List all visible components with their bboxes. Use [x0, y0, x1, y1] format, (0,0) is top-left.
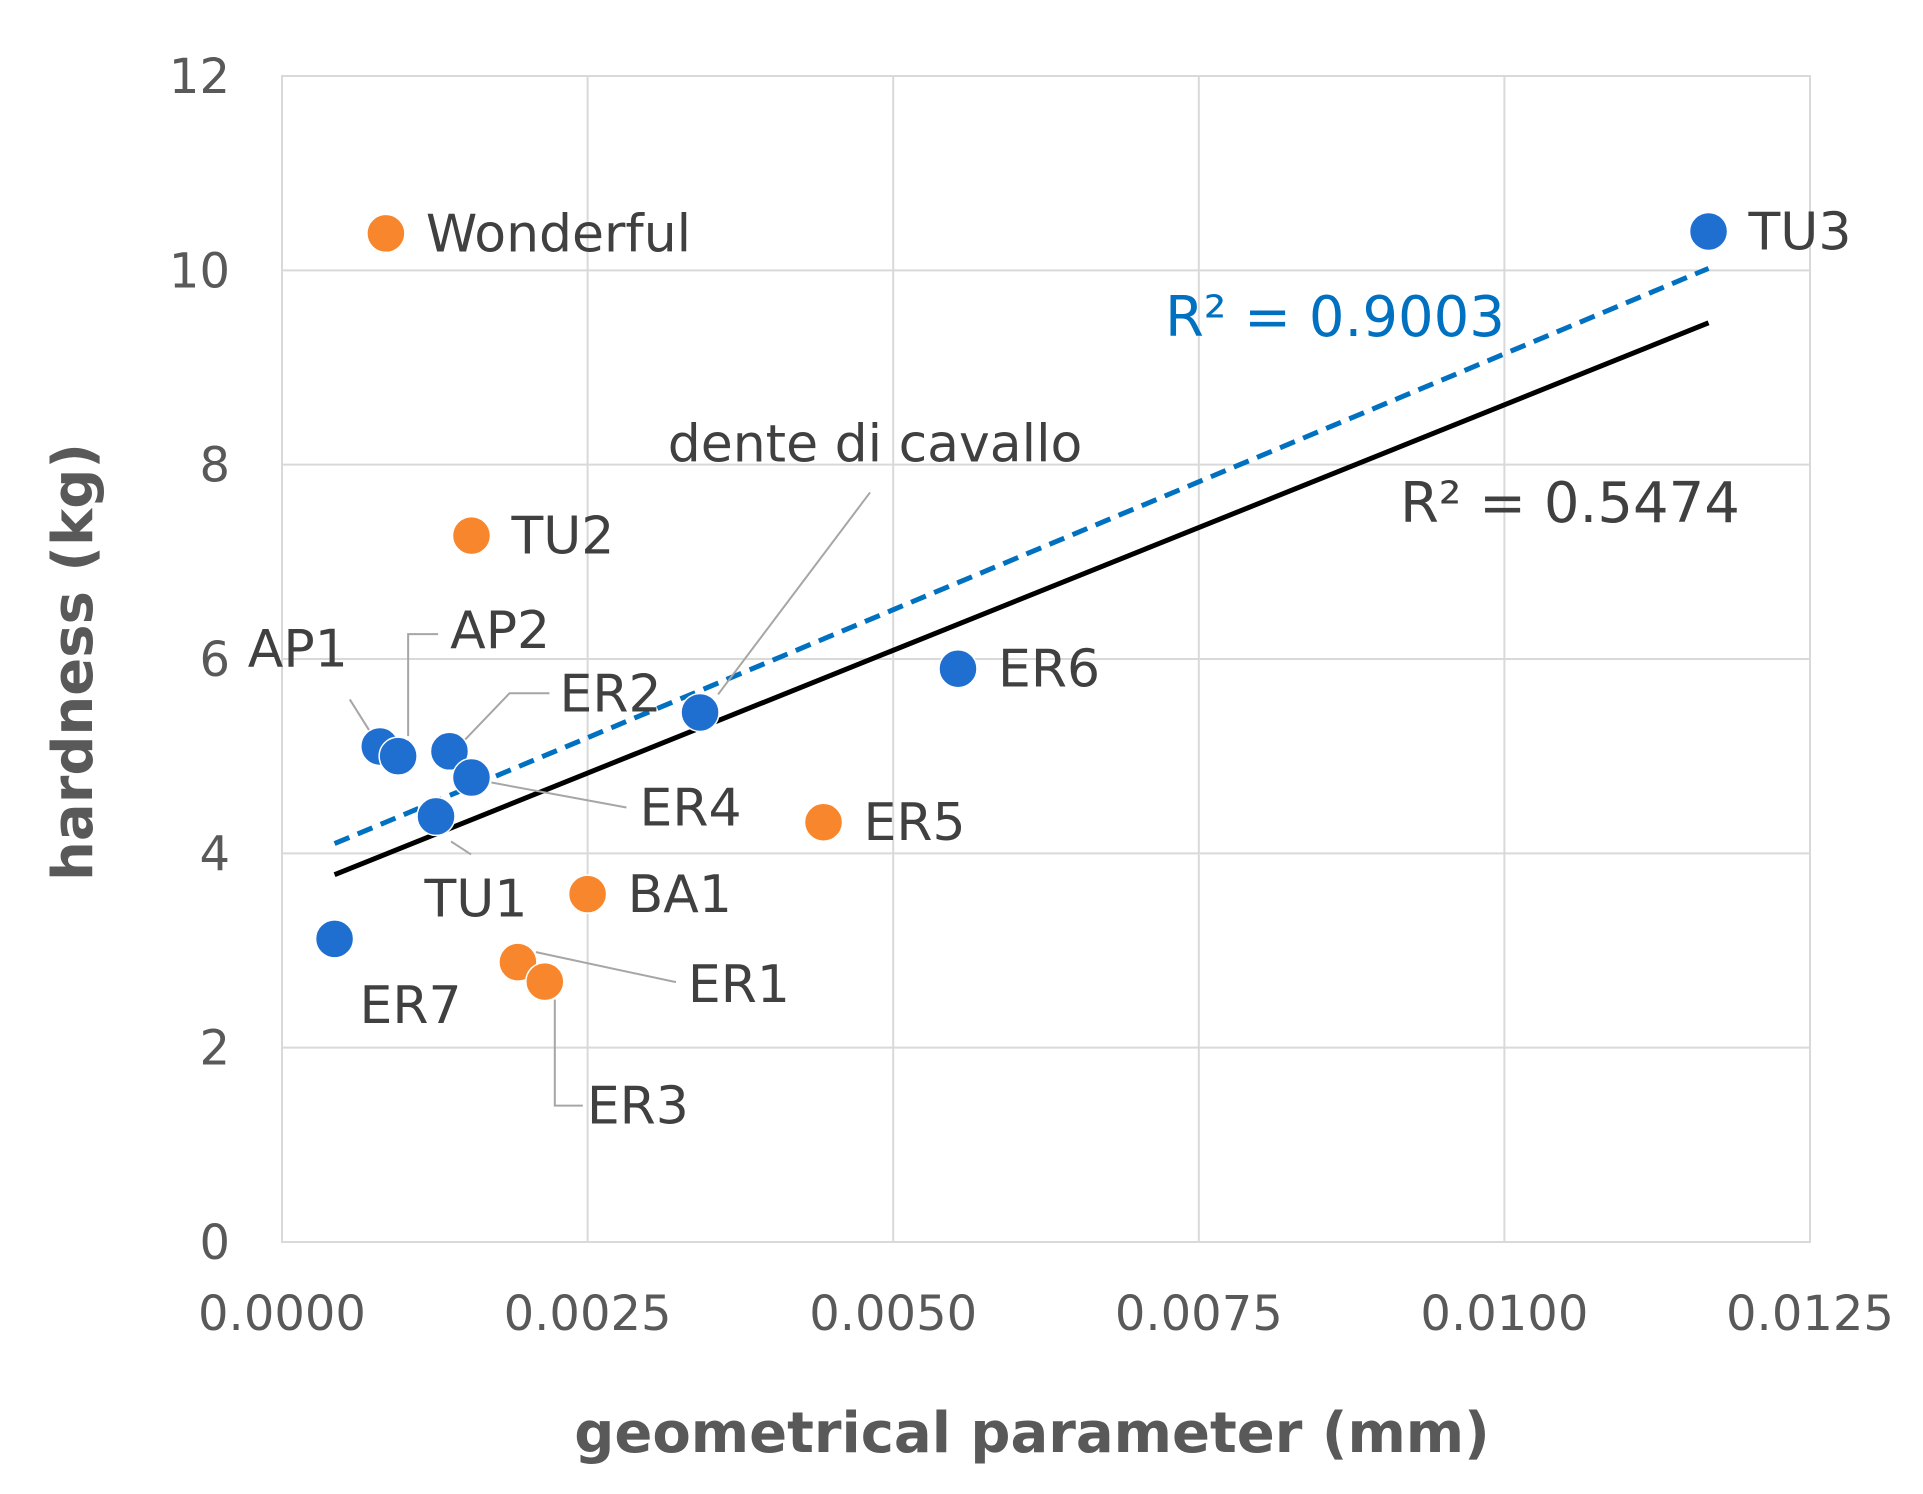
leader-line	[348, 698, 373, 735]
data-point-wonderful	[366, 213, 406, 254]
x-tick-label: 0.0100	[1420, 1286, 1588, 1342]
point-label-dente-di-cavallo: dente di cavallo	[668, 414, 1083, 474]
point-label-tu3: TU3	[1748, 202, 1852, 262]
point-label-tu2: TU2	[510, 507, 614, 567]
label-leader-lines	[348, 491, 871, 1107]
x-tick-label: 0.0075	[1115, 1286, 1283, 1342]
point-label-er3: ER3	[587, 1077, 689, 1137]
leader-line	[553, 999, 583, 1107]
all-trend-line	[333, 320, 1710, 878]
point-label-ap2: AP2	[450, 601, 550, 661]
leader-line	[535, 951, 677, 984]
r2-label-blue: R² = 0.9003	[1165, 285, 1505, 350]
leader-line	[462, 692, 550, 743]
leader-line	[407, 633, 439, 737]
y-tick-label: 4	[199, 826, 230, 882]
data-point-er7	[314, 919, 355, 959]
data-point-tu1	[416, 796, 456, 837]
data-point-ba1	[567, 874, 608, 914]
y-tick-label: 12	[169, 49, 230, 105]
point-label-ba1: BA1	[628, 865, 732, 925]
data-point-ap2	[378, 736, 418, 776]
data-point-er1	[498, 942, 538, 982]
x-tick-label: 0.0000	[198, 1286, 366, 1342]
point-label-wonderful: Wonderful	[426, 204, 691, 264]
r2-labels: R² = 0.9003 R² = 0.5474	[1165, 285, 1740, 536]
x-axis-ticks: 0.0000 0.0025 0.0050 0.0075 0.0100 0.0125	[198, 1286, 1894, 1342]
point-label-ap1: AP1	[248, 619, 348, 679]
x-tick-label: 0.0025	[504, 1286, 672, 1342]
point-label-tu1: TU1	[424, 869, 528, 929]
point-label-er5: ER5	[864, 793, 966, 853]
x-axis-title: geometrical parameter (mm)	[574, 1401, 1490, 1466]
r2-label-black: R² = 0.5474	[1400, 471, 1740, 536]
data-point-tu2	[451, 515, 492, 556]
y-axis-ticks: 0 2 4 6 8 10 12	[169, 49, 230, 1271]
x-tick-label: 0.0050	[809, 1286, 977, 1342]
y-tick-label: 8	[199, 438, 230, 494]
point-label-er1: ER1	[688, 955, 790, 1015]
data-point-er5	[803, 802, 844, 842]
y-tick-label: 10	[169, 243, 230, 299]
point-label-er4: ER4	[639, 779, 741, 839]
x-tick-label: 0.0125	[1726, 1286, 1894, 1342]
plot-area-border	[281, 75, 1811, 1243]
y-tick-label: 2	[199, 1021, 230, 1077]
trendlines	[333, 266, 1710, 878]
point-label-er7: ER7	[360, 976, 462, 1036]
y-axis-title: hardness (kg)	[41, 443, 106, 881]
leader-line	[450, 840, 472, 856]
data-point-er2	[429, 731, 470, 772]
point-label-er2: ER2	[559, 664, 661, 724]
data-point-tu3	[1688, 211, 1729, 252]
data-point-er3	[525, 961, 565, 1002]
data-points	[314, 211, 1729, 1002]
leader-line	[717, 491, 871, 696]
y-tick-label: 0	[199, 1215, 230, 1271]
data-point-er6	[938, 648, 978, 689]
point-label-er6: ER6	[998, 640, 1100, 700]
y-tick-label: 6	[199, 632, 230, 688]
leader-line	[491, 781, 627, 809]
data-point-er4	[451, 757, 492, 798]
data-point-dente-di-cavallo	[680, 692, 720, 733]
